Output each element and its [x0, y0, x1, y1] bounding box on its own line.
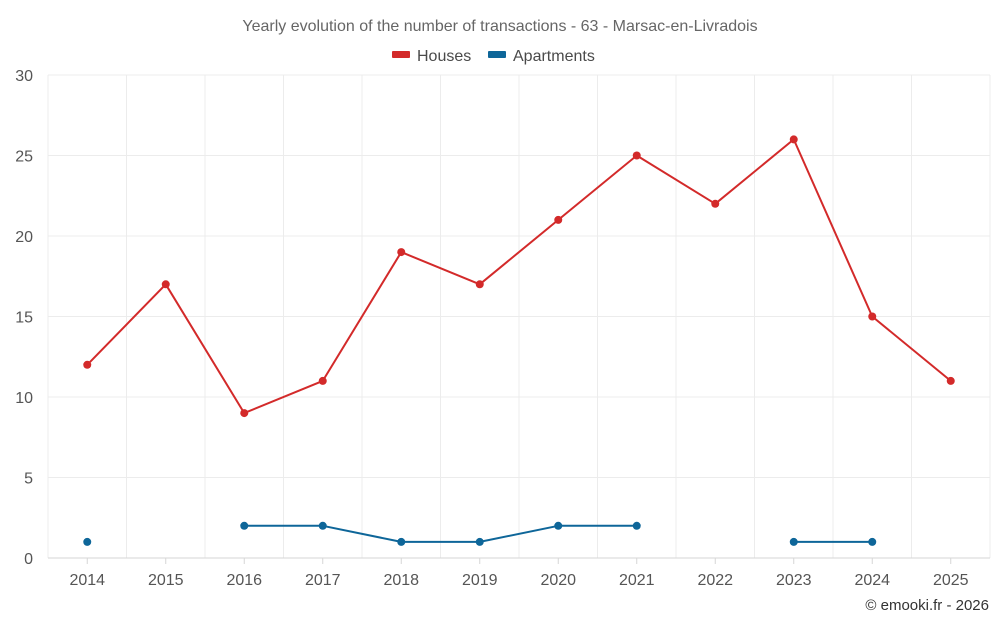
- houses-point-2022[interactable]: [711, 199, 720, 208]
- x-tick-label: 2022: [697, 572, 733, 589]
- legend-swatch-houses: [392, 51, 410, 58]
- x-tick-label: 2016: [226, 572, 262, 589]
- x-tick-label: 2025: [933, 572, 969, 589]
- houses-point-2018[interactable]: [397, 248, 406, 257]
- houses-line-segment: [86, 138, 952, 415]
- apartments-point-2018[interactable]: [397, 537, 406, 546]
- legend: Houses Apartments: [392, 48, 595, 65]
- apartments-point-2024[interactable]: [868, 537, 877, 546]
- houses-point-2024[interactable]: [868, 312, 877, 321]
- houses-point-2023[interactable]: [789, 135, 798, 144]
- legend-label-houses: Houses: [417, 48, 471, 65]
- houses-point-2014[interactable]: [83, 360, 92, 369]
- gridlines: [47, 74, 991, 558]
- legend-label-apartments: Apartments: [513, 48, 595, 65]
- y-tick-label: 25: [15, 149, 33, 166]
- x-tick-label: 2015: [148, 572, 184, 589]
- houses-point-2020[interactable]: [554, 215, 563, 224]
- legend-item-houses[interactable]: Houses: [392, 48, 471, 65]
- apartments-point-2019[interactable]: [475, 537, 484, 546]
- apartments-point-2016[interactable]: [240, 521, 249, 530]
- y-tick-label: 0: [24, 551, 33, 568]
- apartments-point-2020[interactable]: [554, 521, 563, 530]
- x-tick-label: 2023: [776, 572, 812, 589]
- y-tick-label: 10: [15, 390, 33, 407]
- series-apartments: [83, 521, 877, 546]
- y-tick-label: 30: [15, 68, 33, 85]
- houses-point-2025[interactable]: [946, 376, 955, 385]
- houses-point-2017[interactable]: [318, 376, 327, 385]
- y-tick-label: 15: [15, 310, 33, 327]
- x-tick-label: 2020: [540, 572, 576, 589]
- apartments-point-2023[interactable]: [789, 537, 798, 546]
- houses-point-2015[interactable]: [161, 280, 170, 289]
- x-tick-label: 2024: [854, 572, 890, 589]
- houses-point-2019[interactable]: [475, 280, 484, 289]
- apartments-point-2017[interactable]: [318, 521, 327, 530]
- y-tick-label: 20: [15, 229, 33, 246]
- apartments-point-2021[interactable]: [632, 521, 641, 530]
- legend-item-apartments[interactable]: Apartments: [488, 48, 595, 65]
- x-tick-label: 2017: [305, 572, 341, 589]
- x-tick-label: 2019: [462, 572, 498, 589]
- apartments-point-2014[interactable]: [83, 537, 92, 546]
- series: [83, 135, 955, 546]
- houses-point-2016[interactable]: [240, 409, 249, 418]
- houses-point-2021[interactable]: [632, 151, 641, 160]
- credit-text: © emooki.fr - 2026: [865, 597, 989, 614]
- y-tick-label: 5: [24, 471, 33, 488]
- x-tick-label: 2018: [383, 572, 419, 589]
- apartments-line-segment: [244, 524, 637, 543]
- x-tick-label: 2021: [619, 572, 655, 589]
- chart-title: Yearly evolution of the number of transa…: [242, 18, 757, 35]
- x-tick-label: 2014: [69, 572, 105, 589]
- series-houses: [83, 135, 955, 418]
- legend-swatch-apartments: [488, 51, 506, 58]
